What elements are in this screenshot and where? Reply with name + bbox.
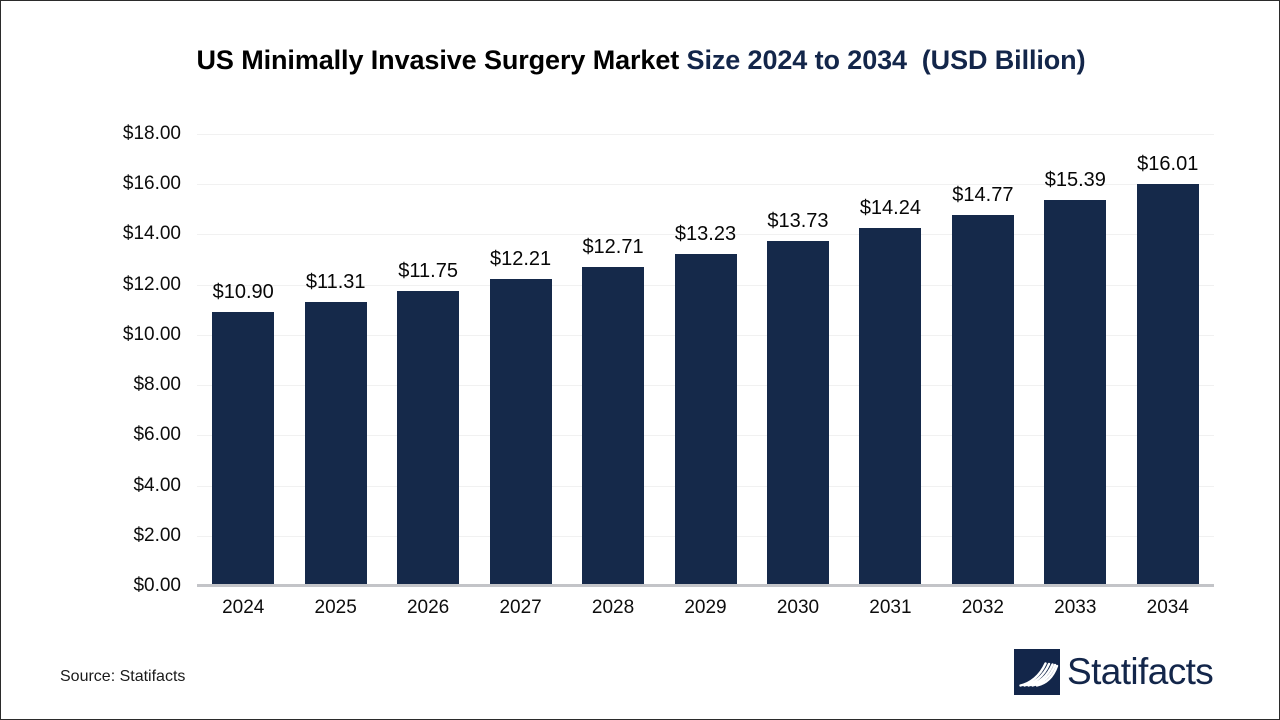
bar[interactable] <box>951 215 1014 586</box>
bar-column[interactable]: $15.39 <box>1044 134 1107 586</box>
bar[interactable] <box>582 266 645 586</box>
source-note: Source: Statifacts <box>60 668 186 685</box>
bar[interactable] <box>674 253 737 586</box>
y-axis-tick-label: $14.00 <box>122 223 181 245</box>
x-axis-baseline <box>197 584 1214 587</box>
y-axis-tick-label: $18.00 <box>122 123 181 144</box>
bar[interactable] <box>1136 183 1199 586</box>
y-axis-tick-label: $2.00 <box>133 524 181 546</box>
y-axis-tick-label: $8.00 <box>133 374 181 396</box>
gridline <box>197 134 1214 135</box>
x-axis-tick-label: 2032 <box>961 597 1004 618</box>
bar-column[interactable]: $11.75 <box>397 134 460 586</box>
y-axis-tick-label: $10.00 <box>122 323 181 345</box>
bar-value-label: $14.77 <box>952 184 1014 207</box>
bar-value-label: $13.73 <box>767 210 829 233</box>
bar-value-label: $13.23 <box>674 222 737 245</box>
y-axis-tick-label: $12.00 <box>122 273 181 295</box>
bar-column[interactable]: $10.90 <box>212 134 275 586</box>
page-title: US Minimally Invasive Surgery Market Siz… <box>1 41 1280 79</box>
bar-value-label: $12.71 <box>582 235 644 258</box>
statifacts-wordmark: Statifacts <box>1067 651 1214 692</box>
bar-value-label: $15.39 <box>1044 168 1106 191</box>
bar-column[interactable]: $13.73 <box>766 134 829 586</box>
bar-column[interactable]: $12.21 <box>489 134 552 586</box>
bar[interactable] <box>397 290 460 586</box>
bar[interactable] <box>212 312 275 586</box>
page-title-part-two: Size 2024 to 2034 (USD Billion) <box>686 45 1086 75</box>
x-axis-tick-label: 2027 <box>499 597 542 618</box>
bar[interactable] <box>1044 199 1107 586</box>
bar-column[interactable]: $12.71 <box>582 134 645 586</box>
bar[interactable] <box>489 279 552 586</box>
x-axis-tick-label: 2026 <box>406 597 450 618</box>
bar-column[interactable]: $14.24 <box>859 134 922 586</box>
bar-value-label: $16.01 <box>1137 152 1199 175</box>
y-axis-tick-label: $16.00 <box>122 173 181 195</box>
bar[interactable] <box>766 241 829 586</box>
gridline <box>197 184 1214 186</box>
bar-column[interactable]: $13.23 <box>674 134 737 586</box>
y-axis: $18.00 $16.00 $14.00 $12.00 $10.00 $8.00 $6.00… <box>71 123 181 596</box>
bar-value-label: $12.21 <box>489 248 552 271</box>
bar-column[interactable]: $14.77 <box>951 134 1014 586</box>
page-title-part-one: US Minimally Invasive Surgery Market <box>196 45 687 75</box>
statifacts-logo-icon <box>1014 649 1060 695</box>
x-axis-tick-label: 2031 <box>869 597 912 618</box>
statifacts-logo: Statifacts <box>1014 648 1214 696</box>
x-axis-tick-label: 2033 <box>1054 597 1097 618</box>
bar-value-label: $14.24 <box>859 197 921 220</box>
x-axis-tick-label: 2028 <box>591 597 635 618</box>
y-axis-tick-label: $4.00 <box>133 474 181 496</box>
bar-value-label: $11.31 <box>305 271 366 293</box>
plot-area: $10.90 $11.31 $11.75 $12.21 $12.71 $13.23 $13.… <box>197 134 1214 586</box>
bar-value-label: $11.75 <box>398 259 458 282</box>
bar-column[interactable]: $16.01 <box>1136 134 1199 586</box>
x-axis: 2024 2025 2026 2027 2028 2029 2030 2031 2032 2033… <box>197 597 1214 627</box>
y-axis-tick-label: $0.00 <box>133 575 181 596</box>
gridline <box>197 234 1214 236</box>
y-axis-tick-label: $6.00 <box>133 424 181 446</box>
bar[interactable] <box>304 302 367 586</box>
x-axis-tick-label: 2034 <box>1146 597 1189 618</box>
x-axis-tick-label: 2025 <box>314 597 357 618</box>
x-axis-tick-label: 2030 <box>776 597 820 618</box>
x-axis-tick-label: 2024 <box>222 597 265 618</box>
bar-column[interactable]: $11.31 <box>304 134 367 586</box>
x-axis-tick-label: 2029 <box>684 597 727 618</box>
bar[interactable] <box>859 228 922 586</box>
bar-value-label: $10.90 <box>212 281 274 304</box>
